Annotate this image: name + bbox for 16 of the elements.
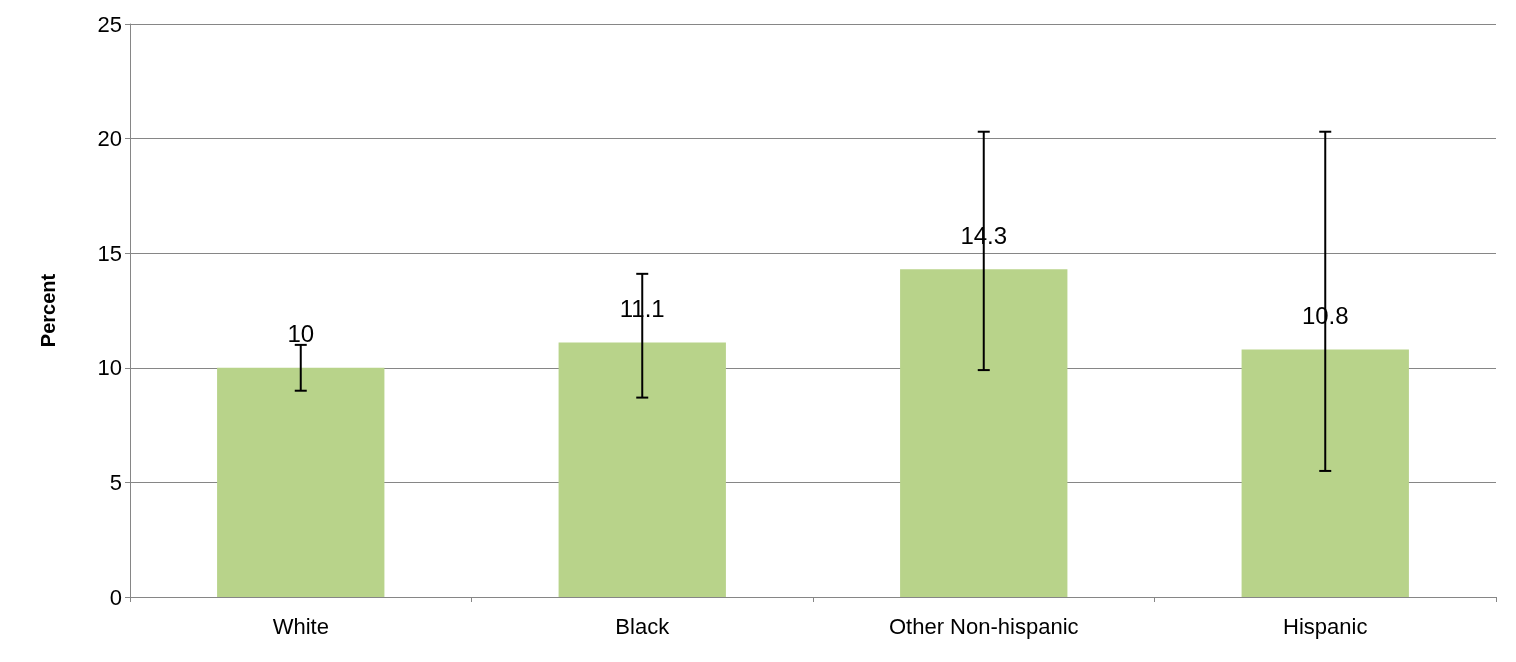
y-tick-label: 5 bbox=[109, 469, 122, 495]
bar bbox=[900, 269, 1068, 597]
bar bbox=[1241, 349, 1409, 597]
x-tick-label: White bbox=[272, 613, 329, 639]
bar bbox=[558, 342, 726, 597]
x-tick-label: Hispanic bbox=[1283, 613, 1368, 639]
y-tick-label: 25 bbox=[97, 11, 122, 37]
y-tick-label: 10 bbox=[97, 355, 122, 381]
y-tick-label: 15 bbox=[97, 240, 122, 266]
y-axis-title: Percent bbox=[37, 273, 59, 348]
bar bbox=[217, 367, 385, 597]
y-tick-label: 0 bbox=[109, 584, 122, 610]
y-tick-label: 20 bbox=[97, 126, 122, 152]
x-tick-label: Other Non-hispanic bbox=[888, 613, 1079, 639]
x-tick-label: Black bbox=[615, 613, 671, 639]
data-label: 10 bbox=[287, 320, 315, 348]
